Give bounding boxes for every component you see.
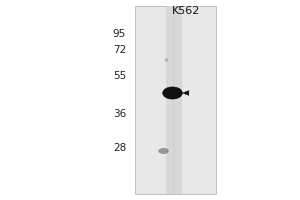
Bar <box>135 6 216 194</box>
Text: 72: 72 <box>113 45 126 55</box>
Text: 55: 55 <box>113 71 126 81</box>
Ellipse shape <box>165 58 168 62</box>
Text: 36: 36 <box>113 109 126 119</box>
Text: 95: 95 <box>113 29 126 39</box>
Ellipse shape <box>158 148 169 154</box>
Text: K562: K562 <box>172 6 200 16</box>
Ellipse shape <box>163 87 182 99</box>
Bar <box>166 6 182 194</box>
Text: 28: 28 <box>113 143 126 153</box>
Polygon shape <box>182 91 189 95</box>
